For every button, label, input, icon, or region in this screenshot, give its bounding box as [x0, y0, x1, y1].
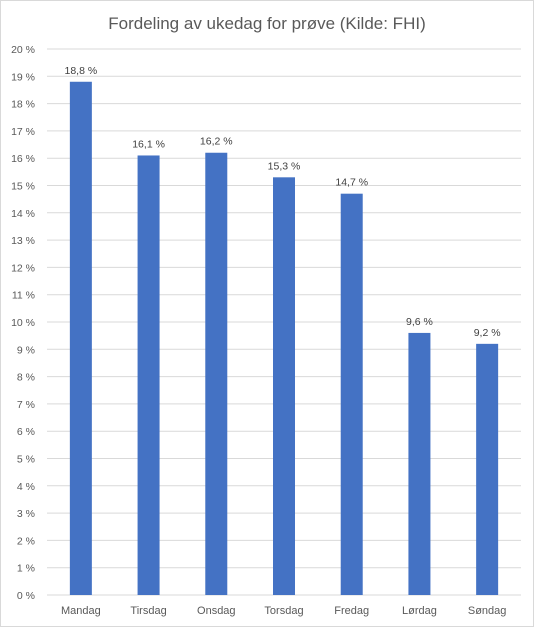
y-tick-label: 19 % [11, 71, 35, 83]
y-tick-label: 1 % [17, 563, 35, 575]
y-tick-label: 12 % [11, 262, 35, 274]
x-tick-label: Søndag [468, 605, 507, 617]
bar [273, 177, 295, 595]
data-label: 16,1 % [132, 138, 165, 150]
y-tick-label: 0 % [17, 590, 35, 602]
x-tick-label: Torsdag [264, 605, 303, 617]
y-tick-label: 8 % [17, 372, 35, 384]
y-tick-label: 17 % [11, 126, 35, 138]
y-tick-label: 5 % [17, 454, 35, 466]
data-label: 9,6 % [406, 316, 433, 328]
y-tick-label: 20 % [11, 44, 35, 56]
y-tick-label: 3 % [17, 508, 35, 520]
y-tick-label: 14 % [11, 208, 35, 220]
data-label: 18,8 % [65, 65, 98, 77]
chart-title: Fordeling av ukedag for prøve (Kilde: FH… [108, 14, 425, 33]
x-tick-label: Fredag [334, 605, 369, 617]
y-tick-label: 18 % [11, 99, 35, 111]
y-tick-label: 13 % [11, 235, 35, 247]
bar [476, 343, 499, 595]
y-tick-label: 11 % [12, 290, 35, 302]
x-tick-label: Tirsdag [130, 605, 166, 617]
bars [69, 81, 499, 596]
y-tick-label: 6 % [17, 426, 35, 438]
y-tick-label: 4 % [17, 481, 35, 493]
y-tick-label: 2 % [17, 535, 35, 547]
bar [69, 81, 92, 595]
y-tick-label: 16 % [11, 153, 35, 165]
y-tick-label: 7 % [17, 399, 35, 411]
data-label: 9,2 % [474, 327, 501, 339]
bar [340, 193, 363, 595]
data-label: 14,7 % [335, 177, 368, 189]
data-label: 16,2 % [200, 136, 233, 148]
bar [205, 152, 228, 596]
bar [137, 155, 160, 595]
y-tick-label: 15 % [11, 181, 35, 193]
x-tick-label: Mandag [61, 605, 101, 617]
y-tick-label: 9 % [17, 344, 35, 356]
data-label: 15,3 % [268, 160, 301, 172]
x-tick-label: Onsdag [197, 605, 236, 617]
y-axis-ticks: 0 % 1 % 2 % 3 % 4 % 5 % 6 % 7 % 8 % 9 % 10 % 11 % 12… [11, 44, 35, 602]
x-axis-ticks: Mandag Tirsdag Onsdag Torsdag Fredag Lørdag Sø… [61, 605, 506, 617]
x-tick-label: Lørdag [402, 605, 437, 617]
bar [408, 332, 431, 595]
data-labels: 18,8 % 16,1 % 16,2 % 15,3 % 14,7 % 9,6 % 9,2 % [65, 65, 501, 339]
y-tick-label: 10 % [11, 317, 35, 329]
